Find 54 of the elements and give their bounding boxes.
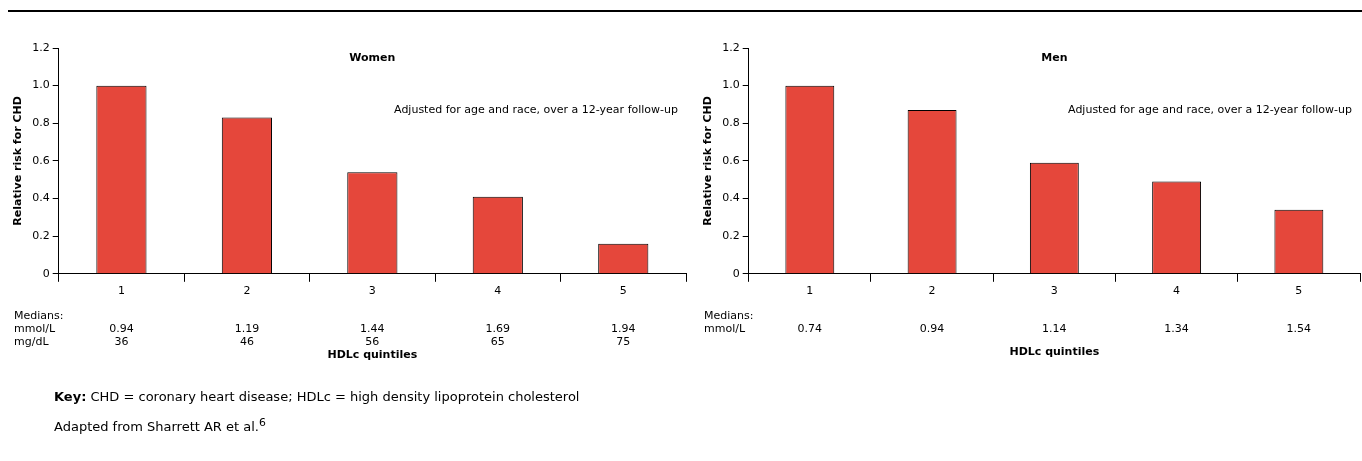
y-tick-label: 0.2 bbox=[32, 229, 50, 243]
x-axis-title: HDLc quintiles bbox=[327, 347, 418, 361]
y-tick-label: 0.6 bbox=[722, 153, 740, 167]
x-tick-label: 3 bbox=[1050, 284, 1058, 298]
text: 1.19 bbox=[234, 321, 260, 335]
text: 46 bbox=[239, 334, 254, 348]
annotation: Adjusted for age and race, over a 12-year follow-up bbox=[394, 102, 679, 116]
y-tick-label: 1.0 bbox=[32, 78, 50, 92]
text: Key: CHD = coronary heart disease; HDLc = high density lipoprotein cholesterol bbox=[54, 389, 580, 404]
text: 0.74 bbox=[797, 321, 823, 335]
x-tick-label: 5 bbox=[1295, 284, 1303, 298]
x-axis-title: HDLc quintiles bbox=[1009, 344, 1100, 358]
x-tick-label: 3 bbox=[368, 284, 376, 298]
text: Medians: bbox=[14, 308, 64, 322]
x-tick-label: 1 bbox=[806, 284, 814, 298]
y-tick-label: 0 bbox=[732, 266, 740, 280]
x-tick-label: 1 bbox=[117, 284, 125, 298]
y-tick-label: 0.8 bbox=[722, 116, 740, 130]
text: mg/dL bbox=[14, 334, 50, 348]
y-tick-label: 0.8 bbox=[32, 116, 50, 130]
x-tick-label: 2 bbox=[243, 284, 251, 298]
x-tick-label: 4 bbox=[494, 284, 502, 298]
text: mmol/L bbox=[14, 321, 56, 335]
text: 1.69 bbox=[485, 321, 511, 335]
text: 1.14 bbox=[1042, 321, 1067, 335]
y-tick-label: 0 bbox=[42, 266, 50, 280]
text: 1.94 bbox=[611, 321, 636, 335]
x-tick-label: 4 bbox=[1173, 284, 1181, 298]
text: 0.94 bbox=[109, 321, 134, 335]
y-axis-title: Relative risk for CHD bbox=[11, 96, 25, 226]
text: 0.94 bbox=[919, 321, 945, 335]
text: 1.44 bbox=[360, 321, 385, 335]
text: Adapted from Sharrett AR et al.$^{6}$ bbox=[54, 416, 266, 435]
y-tick-label: 0.4 bbox=[32, 191, 50, 205]
x-tick-label: 2 bbox=[928, 284, 936, 298]
y-tick-label: 1.2 bbox=[722, 40, 740, 54]
y-tick-label: 1.0 bbox=[722, 78, 740, 92]
text: 65 bbox=[490, 334, 505, 348]
y-tick-label: 0.2 bbox=[722, 229, 740, 243]
y-tick-label: 1.2 bbox=[32, 40, 50, 54]
text: Medians: bbox=[704, 308, 754, 322]
text: 56 bbox=[365, 334, 380, 348]
text: 36 bbox=[114, 334, 129, 348]
x-tick-label: 5 bbox=[619, 284, 627, 298]
chart-title: Women bbox=[349, 50, 396, 64]
text: 1.54 bbox=[1286, 321, 1312, 335]
text: 75 bbox=[616, 334, 631, 348]
y-tick-label: 0.6 bbox=[32, 153, 50, 167]
y-axis-title: Relative risk for CHD bbox=[701, 96, 715, 226]
text: mmol/L bbox=[704, 321, 746, 335]
chart-title: Men bbox=[1041, 50, 1068, 64]
y-tick-label: 0.4 bbox=[722, 191, 740, 205]
annotation: Adjusted for age and race, over a 12-year follow-up bbox=[1068, 102, 1353, 116]
text: 1.34 bbox=[1164, 321, 1189, 335]
